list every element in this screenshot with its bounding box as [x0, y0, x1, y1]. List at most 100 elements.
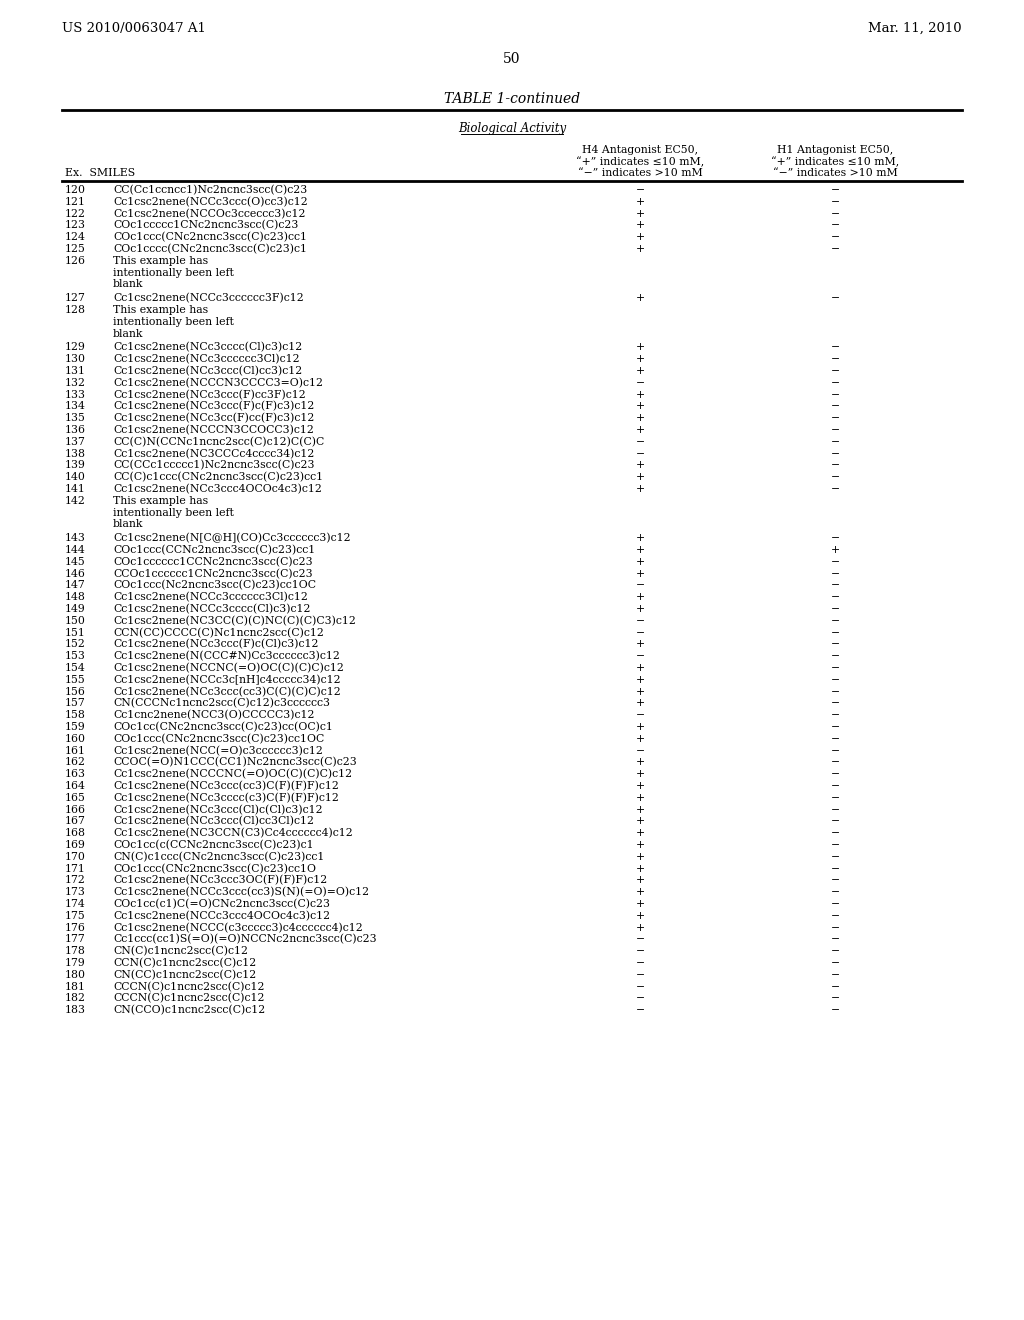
Text: −: − — [830, 935, 840, 944]
Text: blank: blank — [113, 329, 143, 339]
Text: 143: 143 — [65, 533, 86, 544]
Text: 130: 130 — [65, 354, 86, 364]
Text: 128: 128 — [65, 305, 86, 315]
Text: 180: 180 — [65, 970, 86, 979]
Text: Cc1csc2nene(NCc3ccc(F)cc3F)c12: Cc1csc2nene(NCc3ccc(F)cc3F)c12 — [113, 389, 306, 400]
Text: +: + — [636, 758, 644, 767]
Text: −: − — [830, 209, 840, 219]
Text: 137: 137 — [65, 437, 86, 446]
Text: 169: 169 — [65, 840, 86, 850]
Text: +: + — [636, 366, 644, 376]
Text: −: − — [830, 484, 840, 494]
Text: 136: 136 — [65, 425, 86, 436]
Text: intentionally been left: intentionally been left — [113, 317, 233, 327]
Text: COc1ccc(CNc2ncnc3scc(C)c23)cc1: COc1ccc(CNc2ncnc3scc(C)c23)cc1 — [113, 232, 307, 243]
Text: 183: 183 — [65, 1006, 86, 1015]
Text: +: + — [636, 639, 644, 649]
Text: COc1cc(c1)C(=O)CNc2ncnc3scc(C)c23: COc1cc(c1)C(=O)CNc2ncnc3scc(C)c23 — [113, 899, 330, 909]
Text: +: + — [636, 232, 644, 242]
Text: −: − — [830, 970, 840, 979]
Text: Cc1cnc2nene(NCC3(O)CCCCC3)c12: Cc1cnc2nene(NCC3(O)CCCCC3)c12 — [113, 710, 314, 721]
Text: Cc1csc2nene(NC3CCCc4cccc34)c12: Cc1csc2nene(NC3CCCc4cccc34)c12 — [113, 449, 314, 459]
Text: −: − — [636, 994, 644, 1003]
Text: +: + — [636, 220, 644, 231]
Text: Cc1csc2nene(NCc3ccc(cc3)C(F)(F)F)c12: Cc1csc2nene(NCc3ccc(cc3)C(F)(F)F)c12 — [113, 781, 339, 791]
Text: −: − — [830, 378, 840, 388]
Text: +: + — [636, 805, 644, 814]
Text: +: + — [636, 413, 644, 424]
Text: 165: 165 — [65, 793, 86, 803]
Text: −: − — [830, 793, 840, 803]
Text: −: − — [830, 389, 840, 400]
Text: −: − — [636, 958, 644, 968]
Text: 122: 122 — [65, 209, 86, 219]
Text: COc1cccc(CNc2ncnc3scc(C)c23)c1: COc1cccc(CNc2ncnc3scc(C)c23)c1 — [113, 244, 307, 255]
Text: 50: 50 — [503, 51, 521, 66]
Text: −: − — [830, 413, 840, 424]
Text: Ex.  SMILES: Ex. SMILES — [65, 168, 135, 178]
Text: CCOC(=O)N1CCC(CC1)Nc2ncnc3scc(C)c23: CCOC(=O)N1CCC(CC1)Nc2ncnc3scc(C)c23 — [113, 758, 356, 768]
Text: CN(C)c1ccc(CNc2ncnc3scc(C)c23)cc1: CN(C)c1ccc(CNc2ncnc3scc(C)c23)cc1 — [113, 851, 325, 862]
Text: 168: 168 — [65, 828, 86, 838]
Text: +: + — [636, 593, 644, 602]
Text: −: − — [636, 970, 644, 979]
Text: +: + — [636, 389, 644, 400]
Text: −: − — [830, 923, 840, 933]
Text: COc1cc(c(CCNc2ncnc3scc(C)c23)c1: COc1cc(c(CCNc2ncnc3scc(C)c23)c1 — [113, 840, 313, 850]
Text: −: − — [636, 378, 644, 388]
Text: 151: 151 — [65, 627, 86, 638]
Text: −: − — [830, 437, 840, 446]
Text: COc1ccc(Nc2ncnc3scc(C)c23)cc1OC: COc1ccc(Nc2ncnc3scc(C)c23)cc1OC — [113, 581, 316, 591]
Text: 150: 150 — [65, 616, 86, 626]
Text: 175: 175 — [65, 911, 86, 921]
Text: 131: 131 — [65, 366, 86, 376]
Text: 144: 144 — [65, 545, 86, 554]
Text: Cc1csc2nene(NCCc3cccc(Cl)c3)c12: Cc1csc2nene(NCCc3cccc(Cl)c3)c12 — [113, 605, 310, 614]
Text: 156: 156 — [65, 686, 86, 697]
Text: 161: 161 — [65, 746, 86, 755]
Text: +: + — [636, 863, 644, 874]
Text: 153: 153 — [65, 651, 86, 661]
Text: +: + — [636, 209, 644, 219]
Text: −: − — [830, 710, 840, 721]
Text: +: + — [636, 816, 644, 826]
Text: −: − — [830, 840, 840, 850]
Text: −: − — [830, 911, 840, 921]
Text: Cc1csc2nene(NCc3ccc(cc3)C(C)(C)C)c12: Cc1csc2nene(NCc3ccc(cc3)C(C)(C)C)c12 — [113, 686, 341, 697]
Text: −: − — [830, 851, 840, 862]
Text: US 2010/0063047 A1: US 2010/0063047 A1 — [62, 22, 206, 36]
Text: −: − — [830, 449, 840, 458]
Text: −: − — [830, 887, 840, 898]
Text: CC(C)c1ccc(CNc2ncnc3scc(C)c23)cc1: CC(C)c1ccc(CNc2ncnc3scc(C)c23)cc1 — [113, 473, 324, 483]
Text: −: − — [830, 722, 840, 733]
Text: −: − — [830, 1006, 840, 1015]
Text: 123: 123 — [65, 220, 86, 231]
Text: −: − — [830, 663, 840, 673]
Text: Cc1csc2nene(NCc3ccc(F)c(F)c3)c12: Cc1csc2nene(NCc3ccc(F)c(F)c3)c12 — [113, 401, 314, 412]
Text: 124: 124 — [65, 232, 86, 242]
Text: 163: 163 — [65, 770, 86, 779]
Text: +: + — [636, 533, 644, 544]
Text: CCCN(C)c1ncnc2scc(C)c12: CCCN(C)c1ncnc2scc(C)c12 — [113, 994, 264, 1003]
Text: CCCN(C)c1ncnc2scc(C)c12: CCCN(C)c1ncnc2scc(C)c12 — [113, 982, 264, 991]
Text: Cc1csc2nene(NCCc3cccccc3F)c12: Cc1csc2nene(NCCc3cccccc3F)c12 — [113, 293, 304, 304]
Text: +: + — [636, 244, 644, 253]
Text: Cc1csc2nene(NC3CC(C)(C)NC(C)(C)C3)c12: Cc1csc2nene(NC3CC(C)(C)NC(C)(C)C3)c12 — [113, 616, 356, 626]
Text: Cc1csc2nene(NCc3cccc(Cl)c3)c12: Cc1csc2nene(NCc3cccc(Cl)c3)c12 — [113, 342, 302, 352]
Text: 139: 139 — [65, 461, 86, 470]
Text: −: − — [830, 675, 840, 685]
Text: +: + — [636, 484, 644, 494]
Text: H1 Antagonist EC50,: H1 Antagonist EC50, — [777, 145, 893, 154]
Text: −: − — [830, 533, 840, 544]
Text: −: − — [830, 342, 840, 352]
Text: Cc1csc2nene(NCCc3ccc(O)cc3)c12: Cc1csc2nene(NCCc3ccc(O)cc3)c12 — [113, 197, 308, 207]
Text: 140: 140 — [65, 473, 86, 482]
Text: Cc1csc2nene(NCCCN3CCCC3=O)c12: Cc1csc2nene(NCCCN3CCCC3=O)c12 — [113, 378, 323, 388]
Text: +: + — [636, 663, 644, 673]
Text: COc1cc(CNc2ncnc3scc(C)c23)cc(OC)c1: COc1cc(CNc2ncnc3scc(C)c23)cc(OC)c1 — [113, 722, 333, 733]
Text: 160: 160 — [65, 734, 86, 743]
Text: +: + — [636, 569, 644, 578]
Text: +: + — [636, 851, 644, 862]
Text: Cc1csc2nene(NCc3ccc(Cl)c(Cl)c3)c12: Cc1csc2nene(NCc3ccc(Cl)c(Cl)c3)c12 — [113, 805, 323, 814]
Text: 164: 164 — [65, 781, 86, 791]
